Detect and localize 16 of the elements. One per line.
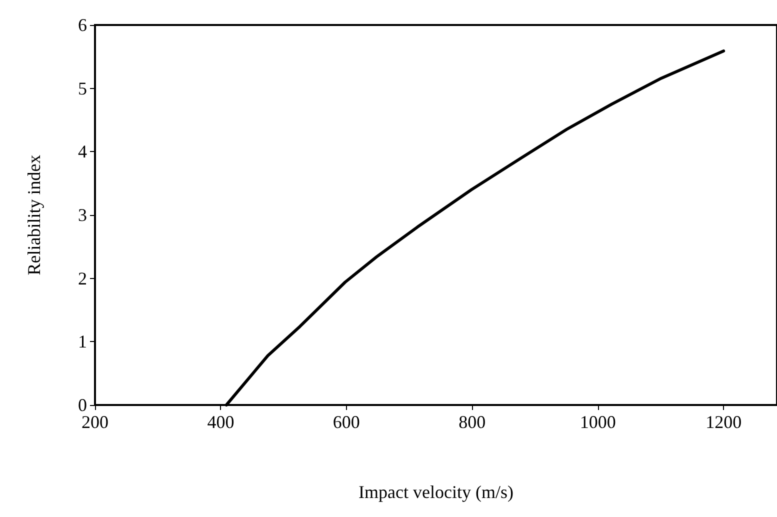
y-tick-label: 0: [78, 395, 87, 415]
x-axis-title: Impact velocity (m/s): [358, 482, 514, 502]
y-tick-label: 1: [78, 332, 87, 352]
line-series: [224, 49, 726, 406]
y-tick-label: 4: [78, 142, 87, 162]
x-tick-label: 400: [207, 412, 234, 432]
x-tick-label: 1000: [580, 412, 616, 432]
x-tick-label: 800: [458, 412, 486, 432]
y-tick-label: 2: [78, 268, 87, 288]
x-tick-label: 600: [332, 412, 360, 432]
y-tick-label: 6: [78, 15, 87, 35]
x-tick-label: 200: [82, 412, 108, 432]
x-tick-label: 1200: [706, 412, 742, 432]
y-tick-label: 5: [78, 78, 87, 98]
y-tick-label: 3: [78, 205, 87, 225]
y-axis-title: Reliability index: [24, 154, 44, 276]
